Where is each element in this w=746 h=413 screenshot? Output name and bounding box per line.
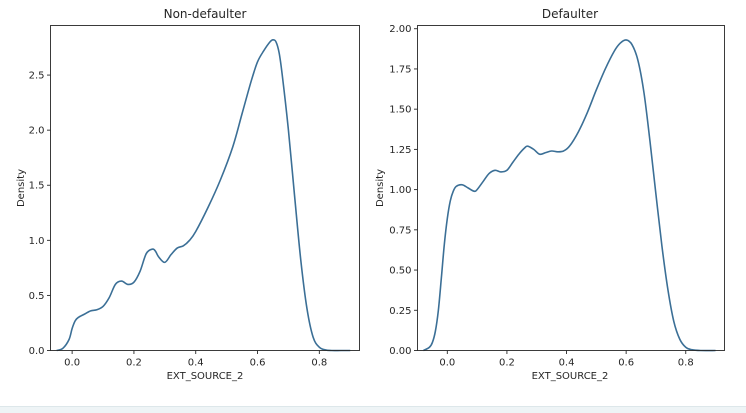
chart-title: Non-defaulter [164,7,247,21]
x-tick-label: 0.8 [678,358,694,369]
chart-title: Defaulter [542,7,598,21]
x-tick-label: 0.4 [559,358,575,369]
y-axis-label: Density [375,169,386,207]
y-tick-label: 0.50 [389,266,411,277]
ticks: 0.0 0.2 0.4 0.6 0.8 0.00 0.25 0.50 0.75 1.00 1.25 1… [389,24,693,368]
y-tick-label: 0.0 [29,346,45,357]
y-tick-label: 2.00 [389,24,411,35]
x-axis-label: EXT_SOURCE_2 [167,371,244,382]
bottom-strip [0,406,746,413]
ticks: 0.0 0.2 0.4 0.6 0.8 0.0 0.5 1.0 1.5 2.0 2.5 [29,71,328,369]
y-tick-label: 1.0 [29,236,45,247]
x-axis-label: EXT_SOURCE_2 [532,371,609,382]
chart-non-defaulter: Non-defaulter 0.0 0.2 0.4 0.6 0.8 0.0 0.5 1.0 1.… [16,7,360,382]
x-tick-label: 0.2 [499,358,515,369]
y-tick-label: 1.25 [389,145,411,156]
y-tick-label: 0.25 [389,306,411,317]
plot-frame [50,25,360,351]
density-curve [423,39,716,352]
x-tick-label: 0.2 [126,358,142,369]
y-tick-label: 1.00 [389,185,411,196]
x-tick-label: 0.0 [439,358,455,369]
y-tick-label: 2.5 [29,71,45,82]
chart-defaulter: Defaulter 0.0 0.2 0.4 0.6 0.8 0.00 0.25 0.50 0.7… [375,7,725,382]
y-axis-label: Density [16,169,27,207]
y-tick-label: 1.5 [29,181,45,192]
x-tick-label: 0.6 [618,358,634,369]
x-tick-label: 0.4 [188,358,204,369]
x-tick-label: 0.0 [64,358,80,369]
y-tick-label: 0.00 [389,346,411,357]
y-tick-label: 1.50 [389,105,411,116]
plot-frame [417,25,725,351]
density-curve [56,39,351,352]
x-tick-label: 0.6 [250,358,266,369]
x-tick-label: 0.8 [311,358,327,369]
y-tick-label: 0.75 [389,225,411,236]
y-tick-label: 1.75 [389,64,411,75]
y-tick-label: 2.0 [29,126,45,137]
y-tick-label: 0.5 [29,291,45,302]
